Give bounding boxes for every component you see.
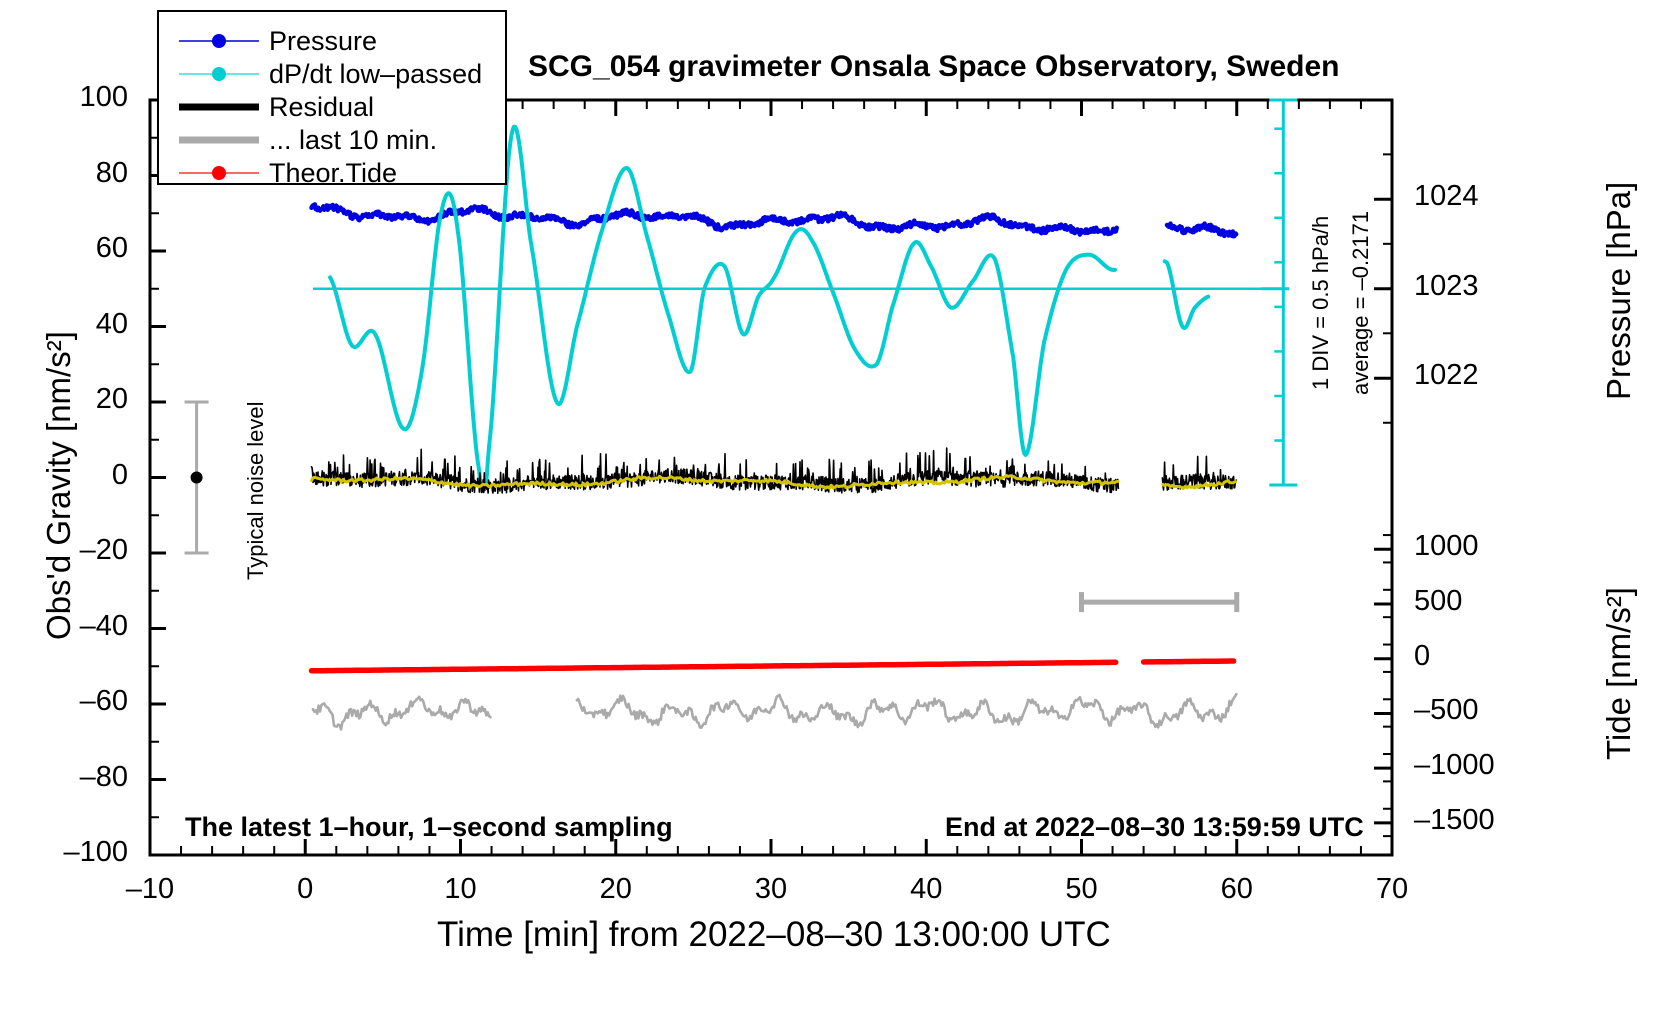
pressure-tick-label: 1023 xyxy=(1414,269,1479,302)
y-axis-tide-title: Tide [nm/s²] xyxy=(1600,587,1637,760)
y-tick-label: 40 xyxy=(95,307,128,340)
residual-smoothed-trace xyxy=(1161,479,1237,490)
residual-smoothed-trace xyxy=(310,474,1120,490)
x-tick-label: 20 xyxy=(599,873,632,905)
legend-item-last10[interactable]: ... last 10 min. xyxy=(159,123,505,158)
legend-item-dpdt[interactable]: dP/dt low–passed xyxy=(159,57,505,92)
legend-label-tide: Theor.Tide xyxy=(269,158,398,188)
legend-item-tide[interactable]: Theor.Tide xyxy=(159,156,505,191)
tide-trace xyxy=(308,659,1119,674)
y-axis-pressure-title: Pressure [hPa] xyxy=(1600,181,1637,400)
y-tick-label: –100 xyxy=(63,836,128,868)
x-tick-label: –10 xyxy=(125,873,175,905)
tide-tick-label: 0 xyxy=(1414,639,1431,672)
tide-tick-label: –1500 xyxy=(1414,803,1495,836)
legend-label-last10: ... last 10 min. xyxy=(269,125,438,155)
tide-tick-label: –1000 xyxy=(1414,749,1495,782)
dpdt-trace xyxy=(1162,259,1211,330)
y-tick-label: 20 xyxy=(95,383,128,415)
legend-swatch-pressure xyxy=(179,34,259,48)
tide-trace xyxy=(1140,658,1237,665)
tide-tick-label: 1000 xyxy=(1414,530,1479,563)
residual-trace xyxy=(310,447,1120,495)
legend-swatch-residual xyxy=(179,103,259,111)
legend: Pressure dP/dt low–passed Residual ... l… xyxy=(157,10,507,188)
x-tick-label: 70 xyxy=(1375,873,1409,905)
x-tick-label: 30 xyxy=(754,873,788,905)
dpdt-trace xyxy=(328,124,1117,488)
tide-tick-label: 500 xyxy=(1414,584,1463,617)
y-tick-label: –20 xyxy=(79,534,128,566)
y-tick-label: 80 xyxy=(95,156,128,189)
pressure-tick-label: 1024 xyxy=(1414,180,1479,213)
footer-right-text: End at 2022–08–30 13:59:59 UTC xyxy=(945,812,1364,842)
legend-swatch-last10 xyxy=(179,136,259,144)
pressure-trace xyxy=(1164,221,1239,239)
y-tick-label: 60 xyxy=(95,232,128,264)
legend-item-pressure[interactable]: Pressure xyxy=(159,24,505,59)
dpdt-div-annotation: 1 DIV = 0.5 hPa/h xyxy=(1308,215,1333,390)
x-tick-label: 50 xyxy=(1065,873,1098,905)
y-axis-left-title: Obs'd Gravity [nm/s²] xyxy=(40,331,77,640)
dpdt-average-annotation: average = –0.2171 xyxy=(1348,210,1373,395)
y-tick-label: 100 xyxy=(79,81,128,113)
legend-swatch-tide xyxy=(179,166,259,180)
legend-label-pressure: Pressure xyxy=(269,26,378,56)
last10-trace xyxy=(311,695,492,731)
chart-title: SCG_054 gravimeter Onsala Space Observat… xyxy=(528,50,1340,83)
y-tick-label: –40 xyxy=(79,609,128,642)
y-tick-label: 0 xyxy=(111,458,128,491)
tide-tick-label: –500 xyxy=(1414,694,1479,727)
x-tick-label: 60 xyxy=(1220,873,1253,905)
last10-trace xyxy=(575,692,1238,730)
x-tick-label: 0 xyxy=(297,873,314,905)
x-tick-label: 40 xyxy=(910,873,943,905)
legend-label-dpdt: dP/dt low–passed xyxy=(269,59,483,89)
x-tick-label: 10 xyxy=(444,873,477,905)
legend-label-residual: Residual xyxy=(269,92,375,122)
x-axis-title: Time [min] from 2022–08–30 13:00:00 UTC xyxy=(437,915,1111,954)
legend-swatch-dpdt xyxy=(179,67,259,81)
y-tick-label: –80 xyxy=(79,760,128,793)
noise-level-center-dot xyxy=(190,471,203,484)
y-tick-label: –60 xyxy=(79,685,128,717)
pressure-tick-label: 1022 xyxy=(1414,359,1479,392)
footer-left-text: The latest 1–hour, 1–second sampling xyxy=(185,812,673,842)
pressure-trace xyxy=(309,202,1119,237)
legend-item-residual[interactable]: Residual xyxy=(159,90,505,125)
typical-noise-level-label: Typical noise level xyxy=(243,401,268,580)
